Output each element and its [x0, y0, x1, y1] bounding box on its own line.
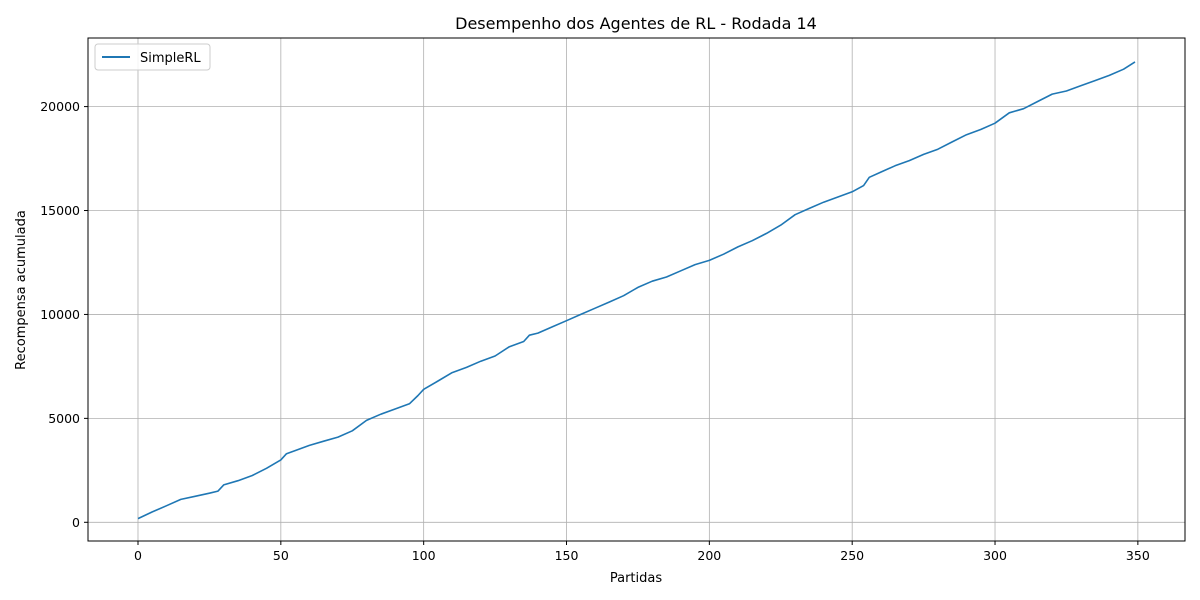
x-tick-label: 200 [697, 548, 721, 563]
x-tick-label: 100 [412, 548, 436, 563]
y-tick-label: 20000 [40, 99, 80, 114]
legend-label-simplerl: SimpleRL [140, 51, 201, 66]
x-tick-label: 150 [555, 548, 579, 563]
legend-box [94, 43, 211, 71]
ticks-layer: 0 50 100 150 200 250 300 350 0 5000 10000 15000 2000… [40, 99, 1150, 563]
x-axis-label: Partidas [610, 571, 662, 586]
x-tick-label: 300 [983, 548, 1007, 563]
x-tick-label: 350 [1126, 548, 1150, 563]
y-tick-label: 15000 [40, 203, 80, 218]
y-axis-label: Recompensa acumulada [14, 210, 29, 370]
grid [88, 38, 1185, 541]
y-tick-label: 0 [72, 515, 80, 530]
series-layer [137, 61, 1136, 520]
plot-frame [87, 37, 1186, 542]
x-tick-label: 250 [840, 548, 864, 563]
x-tick-label: 50 [273, 548, 289, 563]
y-tick-label: 10000 [40, 307, 80, 322]
series-line-simplerl [137, 61, 1136, 520]
chart-title: Desempenho dos Agentes de RL - Rodada 14 [455, 14, 817, 33]
x-tick-label: 0 [134, 548, 142, 563]
y-tick-label: 5000 [48, 411, 80, 426]
legend: SimpleRL [94, 43, 211, 71]
